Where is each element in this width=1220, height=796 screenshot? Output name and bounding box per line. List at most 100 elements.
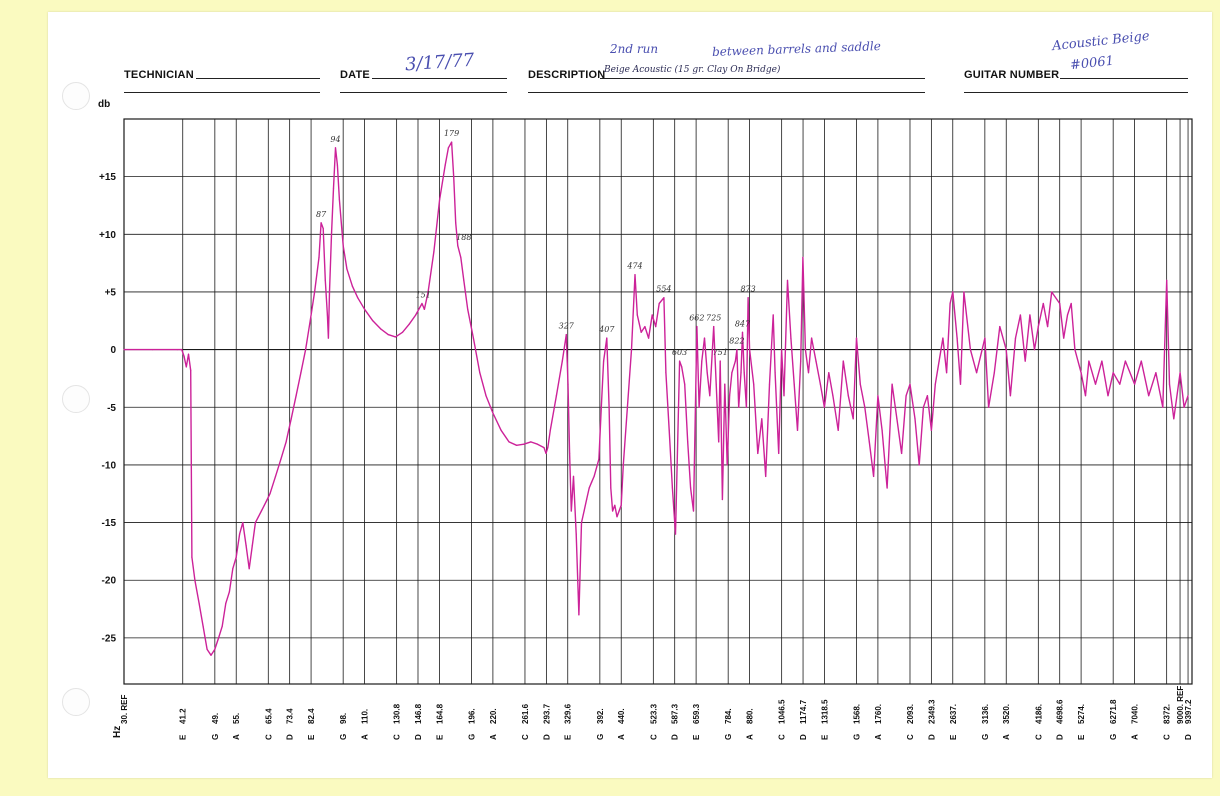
x-tick-label: 1760. [874,704,883,724]
x-note-label: C [778,734,787,740]
data-point [942,337,944,339]
data-point [729,395,731,397]
data-point [575,533,577,535]
data-point [123,349,125,351]
data-point [864,406,866,408]
data-point [372,320,374,322]
data-point [1066,314,1069,316]
x-note-label: C [1163,734,1172,740]
data-point [828,372,830,374]
x-note-label: D [286,734,295,740]
peak-annotation: 179 [444,129,459,138]
data-point [185,366,187,368]
y-tick-label: -20 [102,576,117,587]
data-point [1119,383,1121,385]
data-point [842,360,844,362]
peak-annotation: 151 [416,290,431,299]
y-tick-label: +10 [99,230,116,241]
data-point [648,337,650,339]
data-point [630,349,633,351]
y-tick-label: -5 [107,403,116,414]
data-point [598,458,600,460]
x-note-label: E [307,734,316,740]
data-point [671,487,674,489]
data-point [318,256,320,258]
peak-annotation: 751 [713,348,728,357]
data-point [221,625,223,627]
x-tick-label: 261.6 [521,703,530,724]
data-point [401,331,404,333]
data-point [1173,418,1175,420]
peak-annotation: 474 [626,262,642,271]
data-point [1047,326,1049,328]
data-point [555,395,558,397]
data-point [479,372,481,374]
data-point [593,475,595,477]
data-point [588,487,590,489]
data-point [328,291,331,293]
x-note-label: C [393,734,402,740]
data-point [1029,314,1031,316]
data-point [260,510,262,512]
data-point [280,458,282,460]
data-point [807,372,810,374]
x-tick-label: 82.4 [307,708,316,724]
data-point [580,522,583,524]
x-note-label: A [874,734,883,740]
data-point [644,326,646,328]
data-point [1168,383,1171,385]
data-point [336,164,338,166]
x-note-label: E [692,734,701,740]
technician-label: TECHNICIAN [124,69,194,81]
data-point [380,328,382,330]
data-point [357,297,359,299]
data-point [567,383,569,385]
data-point [254,522,256,524]
data-point [444,164,446,166]
x-note-label: A [746,734,755,740]
x-tick-label: 65.4 [264,708,273,724]
peak-annotation: 188 [456,233,471,242]
x-tick-label: 220. [489,708,498,724]
data-point [774,372,776,374]
data-point [1124,360,1126,362]
data-point [681,366,683,368]
data-point [698,406,700,408]
chart-sheet [48,12,1212,778]
data-point [194,579,196,581]
peak-annotation: 87 [316,210,327,219]
x-note-label: D [414,734,423,740]
peak-annotation: 603 [672,348,687,357]
data-point [768,383,771,385]
x-note-label: D [1184,734,1193,740]
data-point [859,383,861,385]
x-tick-label: 523.3 [649,703,658,724]
data-point [181,349,183,351]
x-note-label: G [596,734,605,740]
data-point [993,372,995,374]
data-point [634,274,636,276]
data-point [151,349,154,351]
data-point [569,452,571,454]
peak-annotation: 662 [689,314,704,323]
x-note-label: G [468,734,477,740]
data-point [214,648,216,651]
data-point [721,498,724,501]
data-point [616,516,618,518]
data-point [586,498,588,501]
data-point [324,279,326,281]
x-tick-label: 9397.2 [1184,699,1193,724]
data-point [225,602,227,604]
peak-annotation: 327 [559,322,575,331]
date-label: DATE [340,69,370,81]
data-point [741,331,744,333]
data-point [455,222,457,224]
data-point [793,383,795,385]
data-point [796,429,799,431]
axis-labels: +15 +10 +5 0 -5 -10 -15 -20 -25 db 30. REF 41.2 E 49.… [98,99,1193,740]
data-point [743,372,745,374]
data-point [1070,302,1072,305]
data-point [415,314,417,316]
response-trace [123,141,1189,656]
data-point [687,441,689,443]
